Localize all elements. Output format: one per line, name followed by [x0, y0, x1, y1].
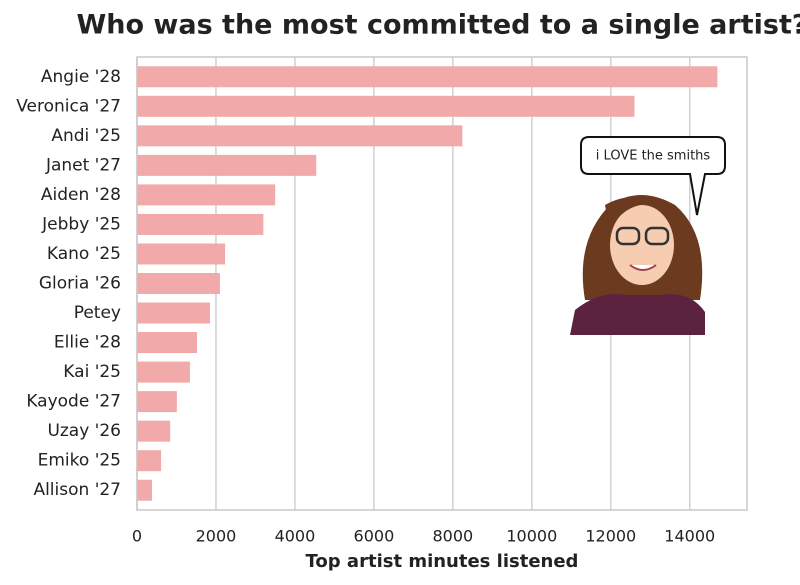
y-tick-label: Gloria '26 — [39, 274, 121, 294]
bar — [137, 302, 211, 324]
illustration — [570, 195, 705, 335]
x-tick-label: 6000 — [354, 527, 395, 546]
x-tick-label: 4000 — [275, 527, 316, 546]
x-tick-label: 0 — [132, 527, 142, 546]
bar — [137, 125, 463, 147]
plot-frame — [136, 56, 748, 511]
glasses — [644, 226, 670, 246]
bar — [137, 450, 162, 472]
glasses — [615, 226, 641, 246]
y-tick-label: Janet '27 — [45, 155, 121, 175]
y-tick-label: Aiden '28 — [41, 185, 121, 205]
bar — [137, 154, 317, 176]
bar — [137, 184, 276, 206]
bar — [137, 420, 171, 442]
bar — [137, 95, 635, 117]
y-tick-label: Kayode '27 — [26, 392, 121, 412]
bar — [137, 479, 153, 501]
shirt — [570, 294, 705, 335]
bar — [137, 66, 718, 88]
y-tick-label: Kano '25 — [47, 244, 121, 264]
bar — [137, 361, 190, 383]
y-tick-label: Veronica '27 — [16, 96, 121, 116]
bar — [137, 273, 220, 294]
y-tick-label: Emiko '25 — [38, 451, 121, 471]
y-tick-label: Jebby '25 — [41, 214, 121, 234]
y-tick-label: Andi '25 — [51, 126, 121, 146]
y-tick-label: Angie '28 — [41, 67, 121, 87]
x-tick-label: 10000 — [506, 527, 557, 546]
y-tick-label: Kai '25 — [63, 362, 121, 382]
bar — [137, 213, 264, 235]
x-axis-label: Top artist minutes listened — [306, 551, 579, 572]
x-tick-label: 2000 — [196, 527, 237, 546]
bangs — [605, 197, 680, 230]
x-tick-label: 8000 — [432, 527, 473, 546]
smile — [629, 264, 657, 271]
y-tick-label: Allison '27 — [33, 480, 121, 500]
speech-bubble — [580, 136, 726, 216]
y-tick-label: Petey — [74, 303, 121, 323]
y-tick-label: Ellie '28 — [54, 333, 121, 353]
bars — [137, 66, 718, 501]
face — [610, 205, 674, 285]
annotation: i LOVE the smiths — [596, 149, 711, 164]
bar — [137, 391, 177, 413]
chart-title: Who was the most committed to a single a… — [76, 10, 800, 41]
x-tick-label: 14000 — [664, 527, 715, 546]
bar — [137, 332, 198, 354]
bar — [137, 243, 226, 265]
x-tick-label: 12000 — [585, 527, 636, 546]
y-tick-label: Uzay '26 — [47, 421, 121, 441]
